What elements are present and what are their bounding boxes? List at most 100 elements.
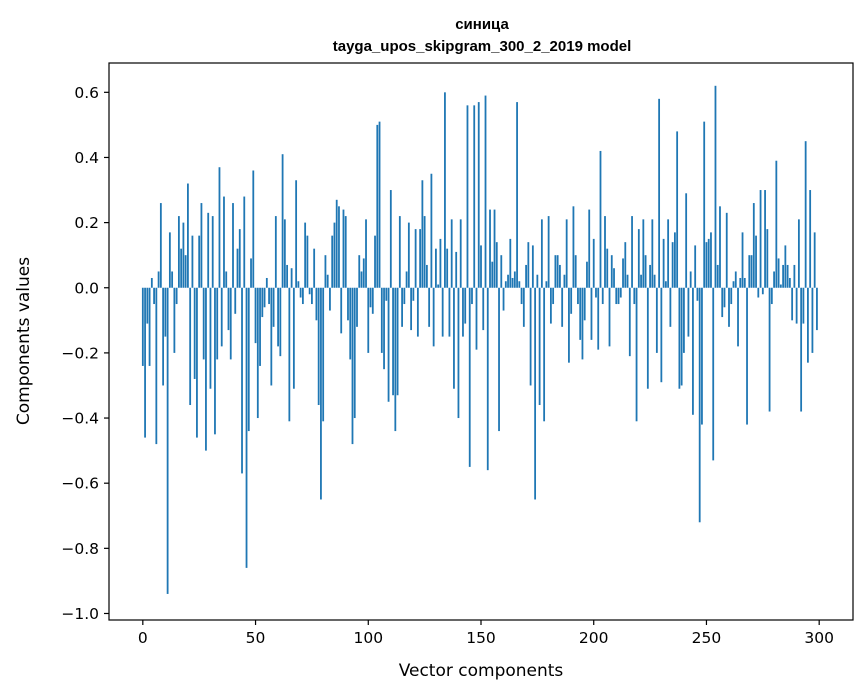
bar-269: [748, 255, 751, 288]
bar-75: [311, 287, 313, 305]
bar-214: [624, 242, 627, 288]
bar-240: [683, 287, 685, 353]
bar-103: [374, 235, 376, 288]
bar-131: [437, 284, 440, 288]
bar-291: [797, 219, 800, 288]
bar-40: [232, 203, 234, 288]
bar-series: [141, 85, 818, 594]
bar-151: [482, 287, 485, 331]
bar-254: [714, 85, 717, 288]
bar-219: [635, 287, 638, 422]
y-tick-label-2: −0.6: [61, 475, 99, 493]
bar-228: [655, 287, 658, 353]
bar-238: [678, 287, 681, 389]
bar-63: [283, 219, 286, 288]
bar-171: [527, 242, 530, 288]
bar-17: [180, 248, 183, 288]
bar-25: [198, 235, 201, 288]
bar-261: [730, 287, 733, 305]
bar-220: [637, 229, 640, 288]
bar-147: [473, 105, 476, 288]
y-axis-label: Components values: [14, 257, 34, 425]
bar-230: [660, 287, 663, 383]
bar-246: [696, 287, 699, 301]
bar-120: [412, 287, 415, 301]
bar-77: [315, 287, 318, 321]
bar-153: [486, 287, 489, 471]
bar-178: [543, 287, 546, 422]
bar-128: [430, 173, 433, 288]
bar-292: [800, 287, 803, 412]
bar-183: [554, 255, 557, 288]
bar-14: [173, 287, 176, 353]
bar-47: [247, 287, 250, 432]
y-tick-label-7: 0.4: [74, 149, 99, 167]
bar-211: [617, 287, 620, 305]
bar-172: [529, 287, 532, 386]
bar-207: [608, 287, 611, 347]
bar-174: [534, 287, 537, 500]
bar-109: [387, 287, 390, 402]
bar-160: [502, 287, 505, 311]
bar-200: [592, 238, 595, 288]
bar-116: [403, 287, 406, 305]
bar-141: [459, 219, 462, 288]
bar-295: [807, 287, 809, 363]
bar-78: [317, 287, 320, 406]
bar-31: [211, 216, 214, 288]
bar-124: [421, 180, 424, 288]
chart-subtitle: tayga_upos_skipgram_300_2_2019 model: [333, 38, 632, 55]
bar-39: [229, 287, 232, 360]
bar-98: [362, 258, 365, 288]
bar-51: [256, 287, 259, 419]
bar-273: [757, 287, 760, 298]
bar-65: [288, 287, 291, 422]
bar-206: [606, 248, 609, 288]
bar-108: [385, 287, 388, 301]
y-axis: −1.0 −0.8 −0.6 −0.4 −0.2 0.0 0.2 0.4 0.6: [61, 84, 109, 623]
bar-245: [694, 245, 697, 288]
x-tick-label-150: 150: [466, 629, 496, 647]
bar-33: [216, 287, 219, 360]
bar-45: [243, 196, 246, 288]
bar-283: [779, 284, 782, 288]
y-tick-label-5: 0.0: [74, 279, 99, 297]
x-tick-label-250: 250: [692, 629, 722, 647]
bar-237: [676, 131, 679, 288]
bar-32: [214, 287, 216, 435]
bar-252: [710, 232, 712, 288]
bar-175: [536, 274, 539, 288]
bar-6: [155, 287, 158, 445]
bar-274: [759, 190, 762, 288]
bar-255: [716, 264, 719, 288]
bar-46: [245, 287, 248, 568]
bar-158: [498, 287, 500, 432]
bar-21: [189, 287, 192, 406]
bar-299: [816, 287, 818, 331]
bar-80: [322, 287, 325, 422]
bar-149: [477, 102, 480, 288]
bar-86: [335, 199, 338, 288]
bar-159: [500, 255, 503, 288]
bar-113: [396, 287, 399, 396]
bar-218: [633, 287, 636, 305]
bar-35: [220, 287, 223, 347]
bar-1: [144, 287, 146, 438]
bar-58: [272, 287, 275, 327]
y-tick-label-0: −1.0: [61, 605, 99, 623]
bar-248: [701, 287, 703, 425]
bar-222: [642, 219, 645, 288]
bar-130: [435, 248, 437, 288]
bar-168: [520, 287, 523, 305]
bar-156: [493, 209, 496, 288]
bar-268: [746, 287, 748, 425]
bar-285: [784, 245, 787, 288]
bar-140: [457, 287, 460, 419]
bar-208: [610, 255, 613, 288]
bar-0: [141, 287, 144, 366]
bar-64: [286, 264, 289, 288]
bar-135: [446, 248, 449, 288]
bar-84: [331, 235, 334, 288]
bar-279: [770, 287, 773, 305]
bar-107: [383, 287, 385, 370]
